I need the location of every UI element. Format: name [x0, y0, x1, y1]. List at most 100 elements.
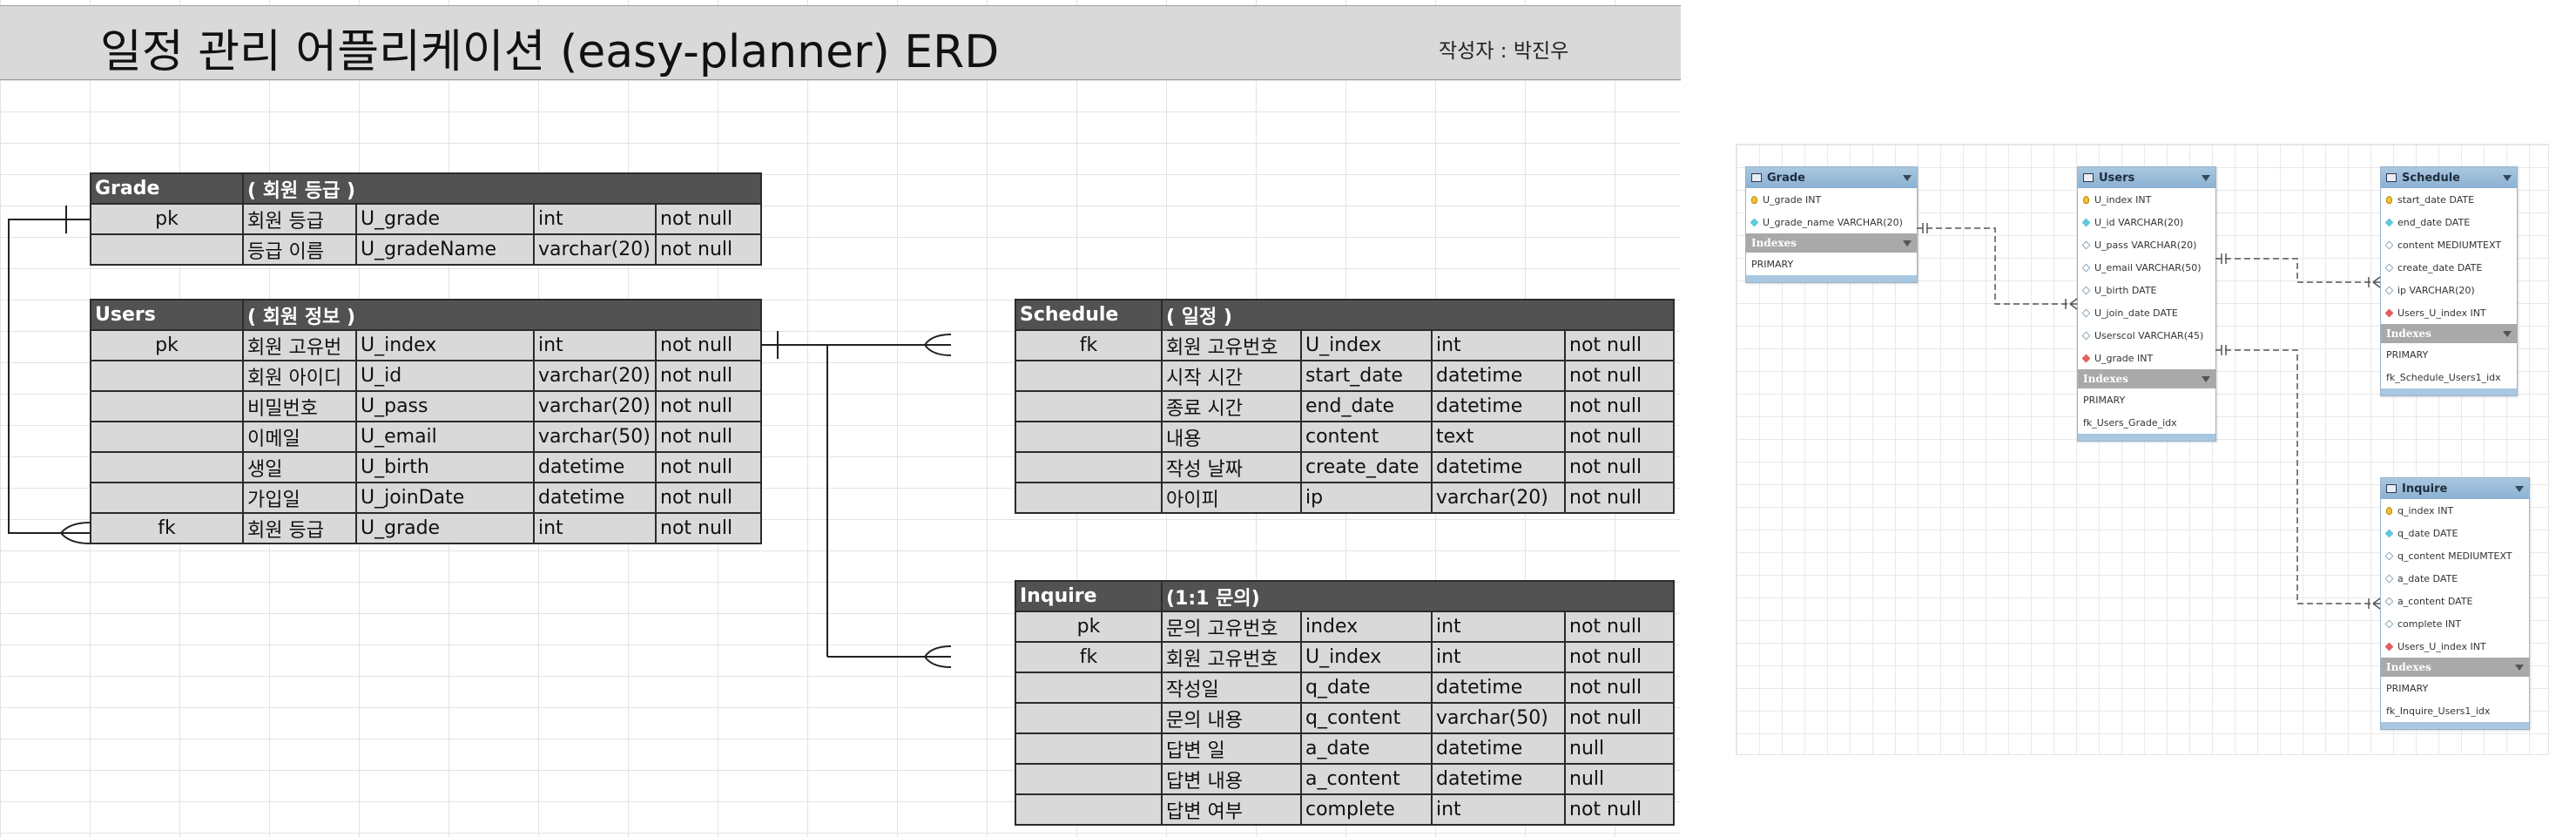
wb-column: U_id VARCHAR(20) — [2078, 211, 2215, 233]
collapse-arrow-icon[interactable] — [2515, 664, 2524, 671]
column-cell: U_index — [1300, 329, 1433, 361]
wb-indexes-header[interactable]: Indexes — [2381, 658, 2529, 677]
key-cell: pk — [1015, 611, 1163, 643]
primary-key-icon — [2386, 506, 2392, 515]
collapse-arrow-icon[interactable] — [2202, 174, 2210, 181]
wb-column-text: U_pass VARCHAR(20) — [2094, 239, 2197, 251]
collapse-arrow-icon[interactable] — [1903, 240, 1912, 246]
wb-index: fk_Schedule_Users1_idx — [2386, 371, 2501, 383]
wb-many-mark — [2065, 298, 2078, 310]
author-label: 작성자 : 박진우 — [1439, 40, 1569, 63]
wb-table-grade[interactable]: Grade U_grade INT U_grade_name VARCHAR(2… — [1745, 166, 1918, 283]
wb-column-text: q_index INT — [2397, 504, 2454, 516]
key-cell — [90, 390, 244, 422]
type-cell: varchar(20) — [533, 390, 657, 422]
wb-column: a_date DATE — [2381, 567, 2529, 590]
wb-column: start_date DATE — [2381, 188, 2517, 211]
wb-index: fk_Inquire_Users1_idx — [2386, 705, 2491, 717]
type-cell: text — [1431, 421, 1566, 453]
wb-table-footer — [2381, 722, 2529, 729]
wb-table-header[interactable]: Schedule — [2381, 167, 2517, 188]
type-cell: varchar(50) — [533, 421, 657, 453]
collapse-arrow-icon[interactable] — [2503, 174, 2512, 181]
wb-column-text: U_birth DATE — [2094, 284, 2157, 296]
wb-column-text: Users_U_index INT — [2397, 307, 2486, 319]
label-cell: 작성 날짜 — [1161, 451, 1302, 483]
wb-column-text: U_grade INT — [2094, 352, 2154, 364]
wb-one-mark — [2221, 253, 2227, 264]
null-cell: not null — [655, 421, 762, 453]
wb-column: create_date DATE — [2381, 256, 2517, 279]
key-cell: fk — [1015, 641, 1163, 673]
wb-table-schedule[interactable]: Schedule start_date DATE end_date DATE c… — [2380, 166, 2518, 396]
label-cell: 비밀번호 — [242, 390, 357, 422]
wb-indexes-header[interactable]: Indexes — [2078, 369, 2215, 388]
wb-table-header[interactable]: Inquire — [2381, 478, 2529, 499]
wb-rel-users-inquire[interactable] — [2215, 349, 2380, 604]
wb-indexes-header[interactable]: Indexes — [1746, 233, 1917, 253]
table-row: 작성일 q_date datetime not null — [1015, 672, 1676, 704]
wb-column: q_content MEDIUMTEXT — [2381, 544, 2529, 567]
type-cell: int — [533, 203, 657, 235]
wb-column-text: content MEDIUMTEXT — [2397, 239, 2502, 251]
wb-table-name: Users — [2099, 171, 2135, 185]
table-row: 등급 이름 U_gradeName varchar(20) not null — [90, 233, 762, 266]
key-cell: fk — [90, 512, 244, 544]
null-cell: not null — [1563, 702, 1676, 734]
wb-column: U_grade_name VARCHAR(20) — [1746, 211, 1917, 233]
key-cell — [1015, 482, 1163, 514]
column-cell: a_content — [1300, 763, 1433, 795]
collapse-arrow-icon[interactable] — [2515, 485, 2524, 492]
wb-column: q_index INT — [2381, 499, 2529, 522]
wb-table-inquire[interactable]: Inquire q_index INT q_date DATE q_conten… — [2380, 477, 2530, 730]
null-cell: not null — [655, 512, 762, 544]
type-cell: varchar(20) — [533, 233, 657, 266]
null-cell: not null — [1563, 793, 1676, 826]
wb-table-name: Grade — [1767, 171, 1805, 185]
type-cell: datetime — [1431, 451, 1566, 483]
type-cell: datetime — [1431, 390, 1566, 422]
table-row: 답변 여부 complete int not null — [1015, 793, 1676, 826]
wb-column: U_birth DATE — [2078, 279, 2215, 301]
null-cell: null — [1563, 763, 1676, 795]
collapse-arrow-icon[interactable] — [2202, 375, 2210, 382]
label-cell: 회원 아이디 — [242, 360, 357, 392]
column-cell: U_birth — [355, 451, 535, 483]
null-cell: null — [1563, 732, 1676, 765]
null-cell: not null — [1563, 329, 1676, 361]
wb-rel-users-schedule[interactable] — [2215, 258, 2380, 283]
wb-indexes-header[interactable]: Indexes — [2381, 324, 2517, 343]
label-cell: 회원 등급 — [242, 203, 357, 235]
table-desc: ( 회원 등급 ) — [242, 172, 762, 205]
wb-table-header[interactable]: Grade — [1746, 167, 1917, 188]
primary-key-icon — [1751, 195, 1757, 204]
wb-column-text: U_email VARCHAR(50) — [2094, 261, 2202, 273]
wb-table-users[interactable]: Users U_index INT U_id VARCHAR(20) U_pas… — [2077, 166, 2216, 442]
wb-column-text: create_date DATE — [2397, 261, 2483, 273]
key-cell — [1015, 390, 1163, 422]
collapse-arrow-icon[interactable] — [1903, 174, 1912, 181]
type-cell: varchar(50) — [1431, 702, 1566, 734]
wb-column: q_date DATE — [2381, 522, 2529, 544]
label-cell: 시작 시간 — [1161, 360, 1302, 392]
table-row: 이메일 U_email varchar(50) not null — [90, 421, 762, 453]
wb-table-header[interactable]: Users — [2078, 167, 2215, 188]
relationship-lines — [8, 206, 952, 668]
wb-column: Users_U_index INT — [2381, 635, 2529, 658]
collapse-arrow-icon[interactable] — [2503, 330, 2512, 337]
wb-column-text: q_date DATE — [2397, 527, 2458, 539]
wb-column-text: a_date DATE — [2397, 572, 2458, 584]
column-cell: index — [1300, 611, 1433, 643]
table-header: Schedule ( 일정 ) — [1015, 299, 1676, 331]
type-cell: datetime — [1431, 672, 1566, 704]
table-desc: ( 회원 정보 ) — [242, 299, 762, 331]
wb-index: PRIMARY — [1751, 258, 1794, 270]
type-cell: int — [1431, 329, 1566, 361]
column-cell: a_date — [1300, 732, 1433, 765]
table-name: Grade — [90, 172, 244, 205]
table-name: Schedule — [1015, 299, 1163, 331]
type-cell: varchar(20) — [533, 360, 657, 392]
wb-rel-grade-users[interactable] — [1917, 227, 2077, 305]
table-row: 생일 U_birth datetime not null — [90, 451, 762, 483]
table-header: Grade ( 회원 등급 ) — [90, 172, 762, 205]
